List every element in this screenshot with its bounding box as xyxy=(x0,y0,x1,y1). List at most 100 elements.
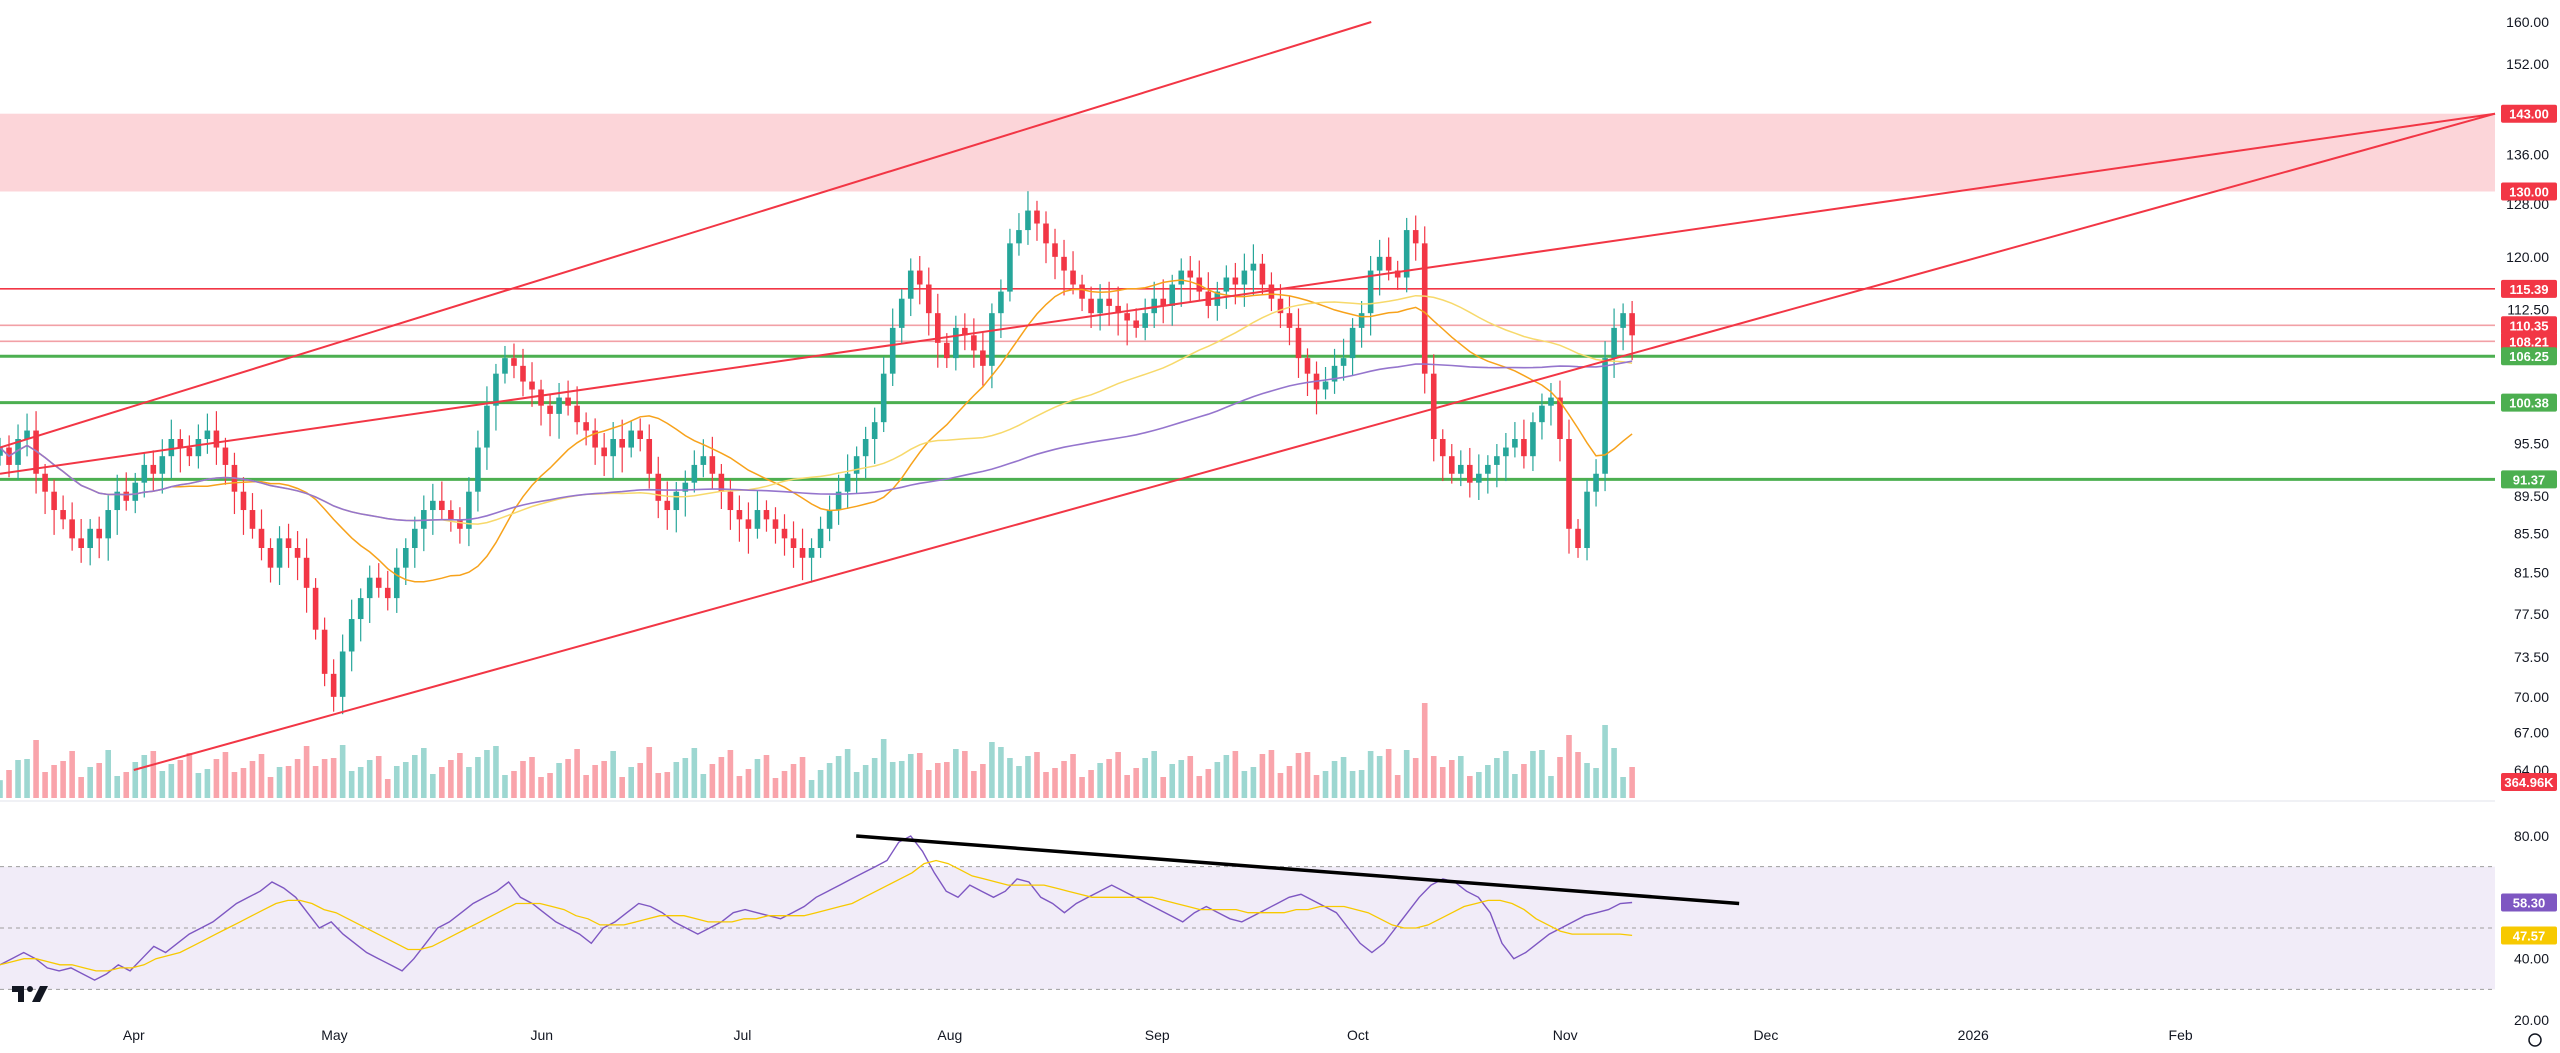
candle[interactable] xyxy=(186,447,193,457)
candle[interactable] xyxy=(826,510,833,529)
candle[interactable] xyxy=(925,284,932,314)
candle[interactable] xyxy=(1286,313,1293,328)
candle[interactable] xyxy=(1259,263,1266,285)
candle[interactable] xyxy=(493,373,499,406)
candle[interactable] xyxy=(1043,223,1049,244)
candle[interactable] xyxy=(1566,439,1572,529)
candle[interactable] xyxy=(1052,243,1058,257)
candle[interactable] xyxy=(204,430,211,440)
candle[interactable] xyxy=(754,510,761,529)
candle[interactable] xyxy=(51,491,57,511)
candle[interactable] xyxy=(691,464,698,483)
candle[interactable] xyxy=(565,397,571,406)
candle[interactable] xyxy=(781,528,788,539)
candle[interactable] xyxy=(0,447,3,456)
candle[interactable] xyxy=(682,482,689,492)
candle[interactable] xyxy=(430,500,436,511)
candle[interactable] xyxy=(1620,313,1626,328)
candle[interactable] xyxy=(1358,313,1365,328)
candle[interactable] xyxy=(1097,298,1103,314)
candle[interactable] xyxy=(1025,210,1031,231)
candle[interactable] xyxy=(853,456,860,474)
candle[interactable] xyxy=(1494,456,1500,465)
candle[interactable] xyxy=(898,298,905,328)
candle[interactable] xyxy=(1070,270,1076,285)
candle[interactable] xyxy=(421,510,427,529)
candle[interactable] xyxy=(953,327,959,359)
candle[interactable] xyxy=(1349,327,1356,359)
candle[interactable] xyxy=(312,587,319,630)
candle[interactable] xyxy=(880,373,887,423)
candle[interactable] xyxy=(105,510,112,539)
candle[interactable] xyxy=(1295,327,1302,359)
candle[interactable] xyxy=(1034,210,1040,224)
channel-support-line[interactable] xyxy=(133,112,2496,771)
candle[interactable] xyxy=(1250,263,1257,271)
candle[interactable] xyxy=(168,439,175,457)
candle[interactable] xyxy=(484,405,490,448)
candle[interactable] xyxy=(944,342,950,359)
candle[interactable] xyxy=(980,350,986,366)
candle[interactable] xyxy=(348,619,355,652)
candle[interactable] xyxy=(727,491,734,511)
candle[interactable] xyxy=(466,491,472,529)
candle[interactable] xyxy=(1124,313,1130,321)
candle[interactable] xyxy=(1593,473,1599,492)
candle[interactable] xyxy=(1187,270,1194,278)
candle[interactable] xyxy=(294,548,301,558)
candle[interactable] xyxy=(844,473,851,492)
candle[interactable] xyxy=(971,335,977,351)
candle[interactable] xyxy=(69,519,75,539)
candle[interactable] xyxy=(177,439,184,448)
candle[interactable] xyxy=(502,358,508,374)
candle[interactable] xyxy=(745,519,752,529)
candle[interactable] xyxy=(664,500,671,511)
candle[interactable] xyxy=(817,528,824,549)
candle[interactable] xyxy=(1115,305,1121,314)
candle[interactable] xyxy=(1385,256,1392,271)
candle[interactable] xyxy=(736,510,743,520)
candle[interactable] xyxy=(267,548,274,568)
candle[interactable] xyxy=(655,473,662,501)
candle[interactable] xyxy=(384,587,391,599)
candle[interactable] xyxy=(989,313,995,366)
candle[interactable] xyxy=(1169,284,1176,306)
candle[interactable] xyxy=(619,439,625,448)
candle[interactable] xyxy=(628,430,635,448)
candle[interactable] xyxy=(1241,270,1248,285)
candle[interactable] xyxy=(1403,230,1410,278)
candle[interactable] xyxy=(1485,464,1491,474)
candle[interactable] xyxy=(1412,230,1419,244)
candle[interactable] xyxy=(1439,439,1446,457)
candle[interactable] xyxy=(1367,270,1374,314)
candle[interactable] xyxy=(1539,405,1545,423)
candle[interactable] xyxy=(601,447,607,457)
candle[interactable] xyxy=(709,456,716,474)
candle[interactable] xyxy=(1530,422,1536,457)
candle[interactable] xyxy=(439,500,445,511)
candle[interactable] xyxy=(1512,439,1518,448)
candle[interactable] xyxy=(835,491,842,511)
candle[interactable] xyxy=(1061,256,1067,271)
candle[interactable] xyxy=(475,447,481,492)
candle[interactable] xyxy=(1088,298,1094,314)
candle[interactable] xyxy=(1584,491,1590,549)
candle[interactable] xyxy=(799,548,806,558)
candle[interactable] xyxy=(60,510,66,520)
candle[interactable] xyxy=(1016,230,1022,244)
candle[interactable] xyxy=(402,548,409,568)
candle[interactable] xyxy=(1160,298,1167,306)
candle[interactable] xyxy=(673,491,680,511)
candle[interactable] xyxy=(222,447,229,465)
candle[interactable] xyxy=(1322,381,1329,390)
candle[interactable] xyxy=(1304,358,1311,374)
candle[interactable] xyxy=(1106,298,1112,306)
candle[interactable] xyxy=(637,430,644,440)
candle[interactable] xyxy=(339,651,346,697)
candle[interactable] xyxy=(285,538,292,549)
candle[interactable] xyxy=(258,528,265,549)
candle[interactable] xyxy=(718,473,725,492)
candle[interactable] xyxy=(330,673,337,697)
channel-lower-line[interactable] xyxy=(0,112,2496,475)
